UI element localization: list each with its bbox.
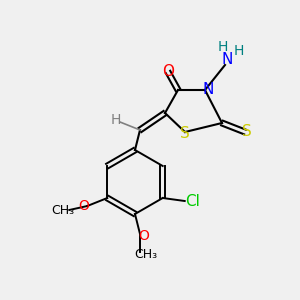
Text: Cl: Cl (185, 194, 200, 208)
Text: O: O (78, 199, 89, 213)
Text: H: H (111, 113, 121, 127)
Text: N: N (202, 82, 214, 98)
Text: S: S (180, 127, 190, 142)
Text: O: O (139, 229, 149, 243)
Text: S: S (242, 124, 252, 140)
Text: N: N (221, 52, 233, 67)
Text: H: H (218, 40, 228, 54)
Text: CH₃: CH₃ (52, 203, 75, 217)
Text: H: H (234, 44, 244, 58)
Text: O: O (162, 64, 174, 80)
Text: CH₃: CH₃ (134, 248, 158, 260)
